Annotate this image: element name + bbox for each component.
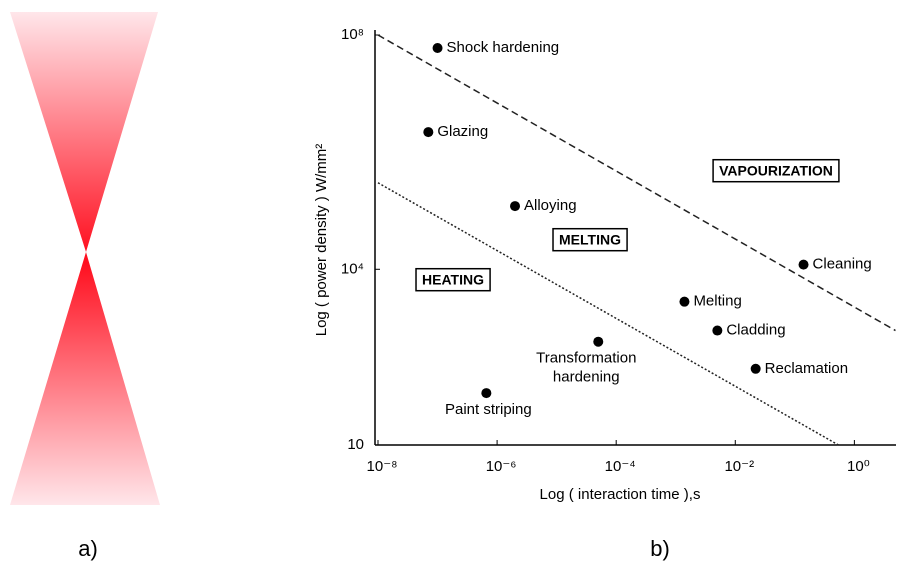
- y-axis-title: Log ( power density ) W/mm²: [313, 144, 330, 337]
- point: [798, 259, 809, 270]
- point: [593, 336, 604, 347]
- x-axis-title: Log ( interaction time ),s: [540, 486, 701, 503]
- point: [423, 127, 434, 138]
- region-box: [415, 267, 491, 292]
- point: [510, 201, 521, 212]
- region-label: VAPOURIZATION: [719, 163, 833, 179]
- region-box: [712, 158, 840, 183]
- panel-label: a): [78, 536, 98, 561]
- point: [712, 325, 723, 336]
- point-label: Shock hardening: [447, 39, 560, 56]
- region-label: MELTING: [559, 232, 621, 248]
- point: [679, 296, 690, 307]
- point-label: Alloying: [524, 197, 577, 214]
- point-label: Cladding: [726, 322, 785, 339]
- region-label: HEATING: [422, 272, 484, 288]
- y-tick-label: 10⁸: [341, 26, 364, 43]
- region-box: [552, 227, 628, 252]
- x-tick-label: 10⁰: [847, 458, 870, 475]
- y-tick-label: 10⁴: [341, 260, 364, 277]
- x-tick-label: 10⁻⁴: [605, 458, 636, 475]
- point-label: Paint striping: [445, 401, 532, 418]
- x-tick-label: 10⁻²: [724, 458, 754, 475]
- point-label: hardening: [553, 369, 620, 386]
- point: [432, 42, 443, 53]
- region-boundary: [377, 34, 896, 332]
- point: [750, 363, 761, 374]
- point-label: Melting: [693, 293, 741, 310]
- point-label: Reclamation: [765, 360, 848, 377]
- region-boundary: [377, 182, 839, 446]
- point-label: Cleaning: [813, 256, 872, 273]
- panel-label: b): [650, 536, 670, 561]
- laser-beam: [10, 12, 160, 505]
- x-tick-label: 10⁻⁸: [367, 458, 398, 475]
- point: [481, 388, 492, 399]
- x-tick-label: 10⁻⁶: [486, 458, 517, 475]
- y-tick-label: 10: [347, 436, 364, 453]
- point-label: Transformation: [536, 350, 636, 367]
- point-label: Glazing: [437, 123, 488, 140]
